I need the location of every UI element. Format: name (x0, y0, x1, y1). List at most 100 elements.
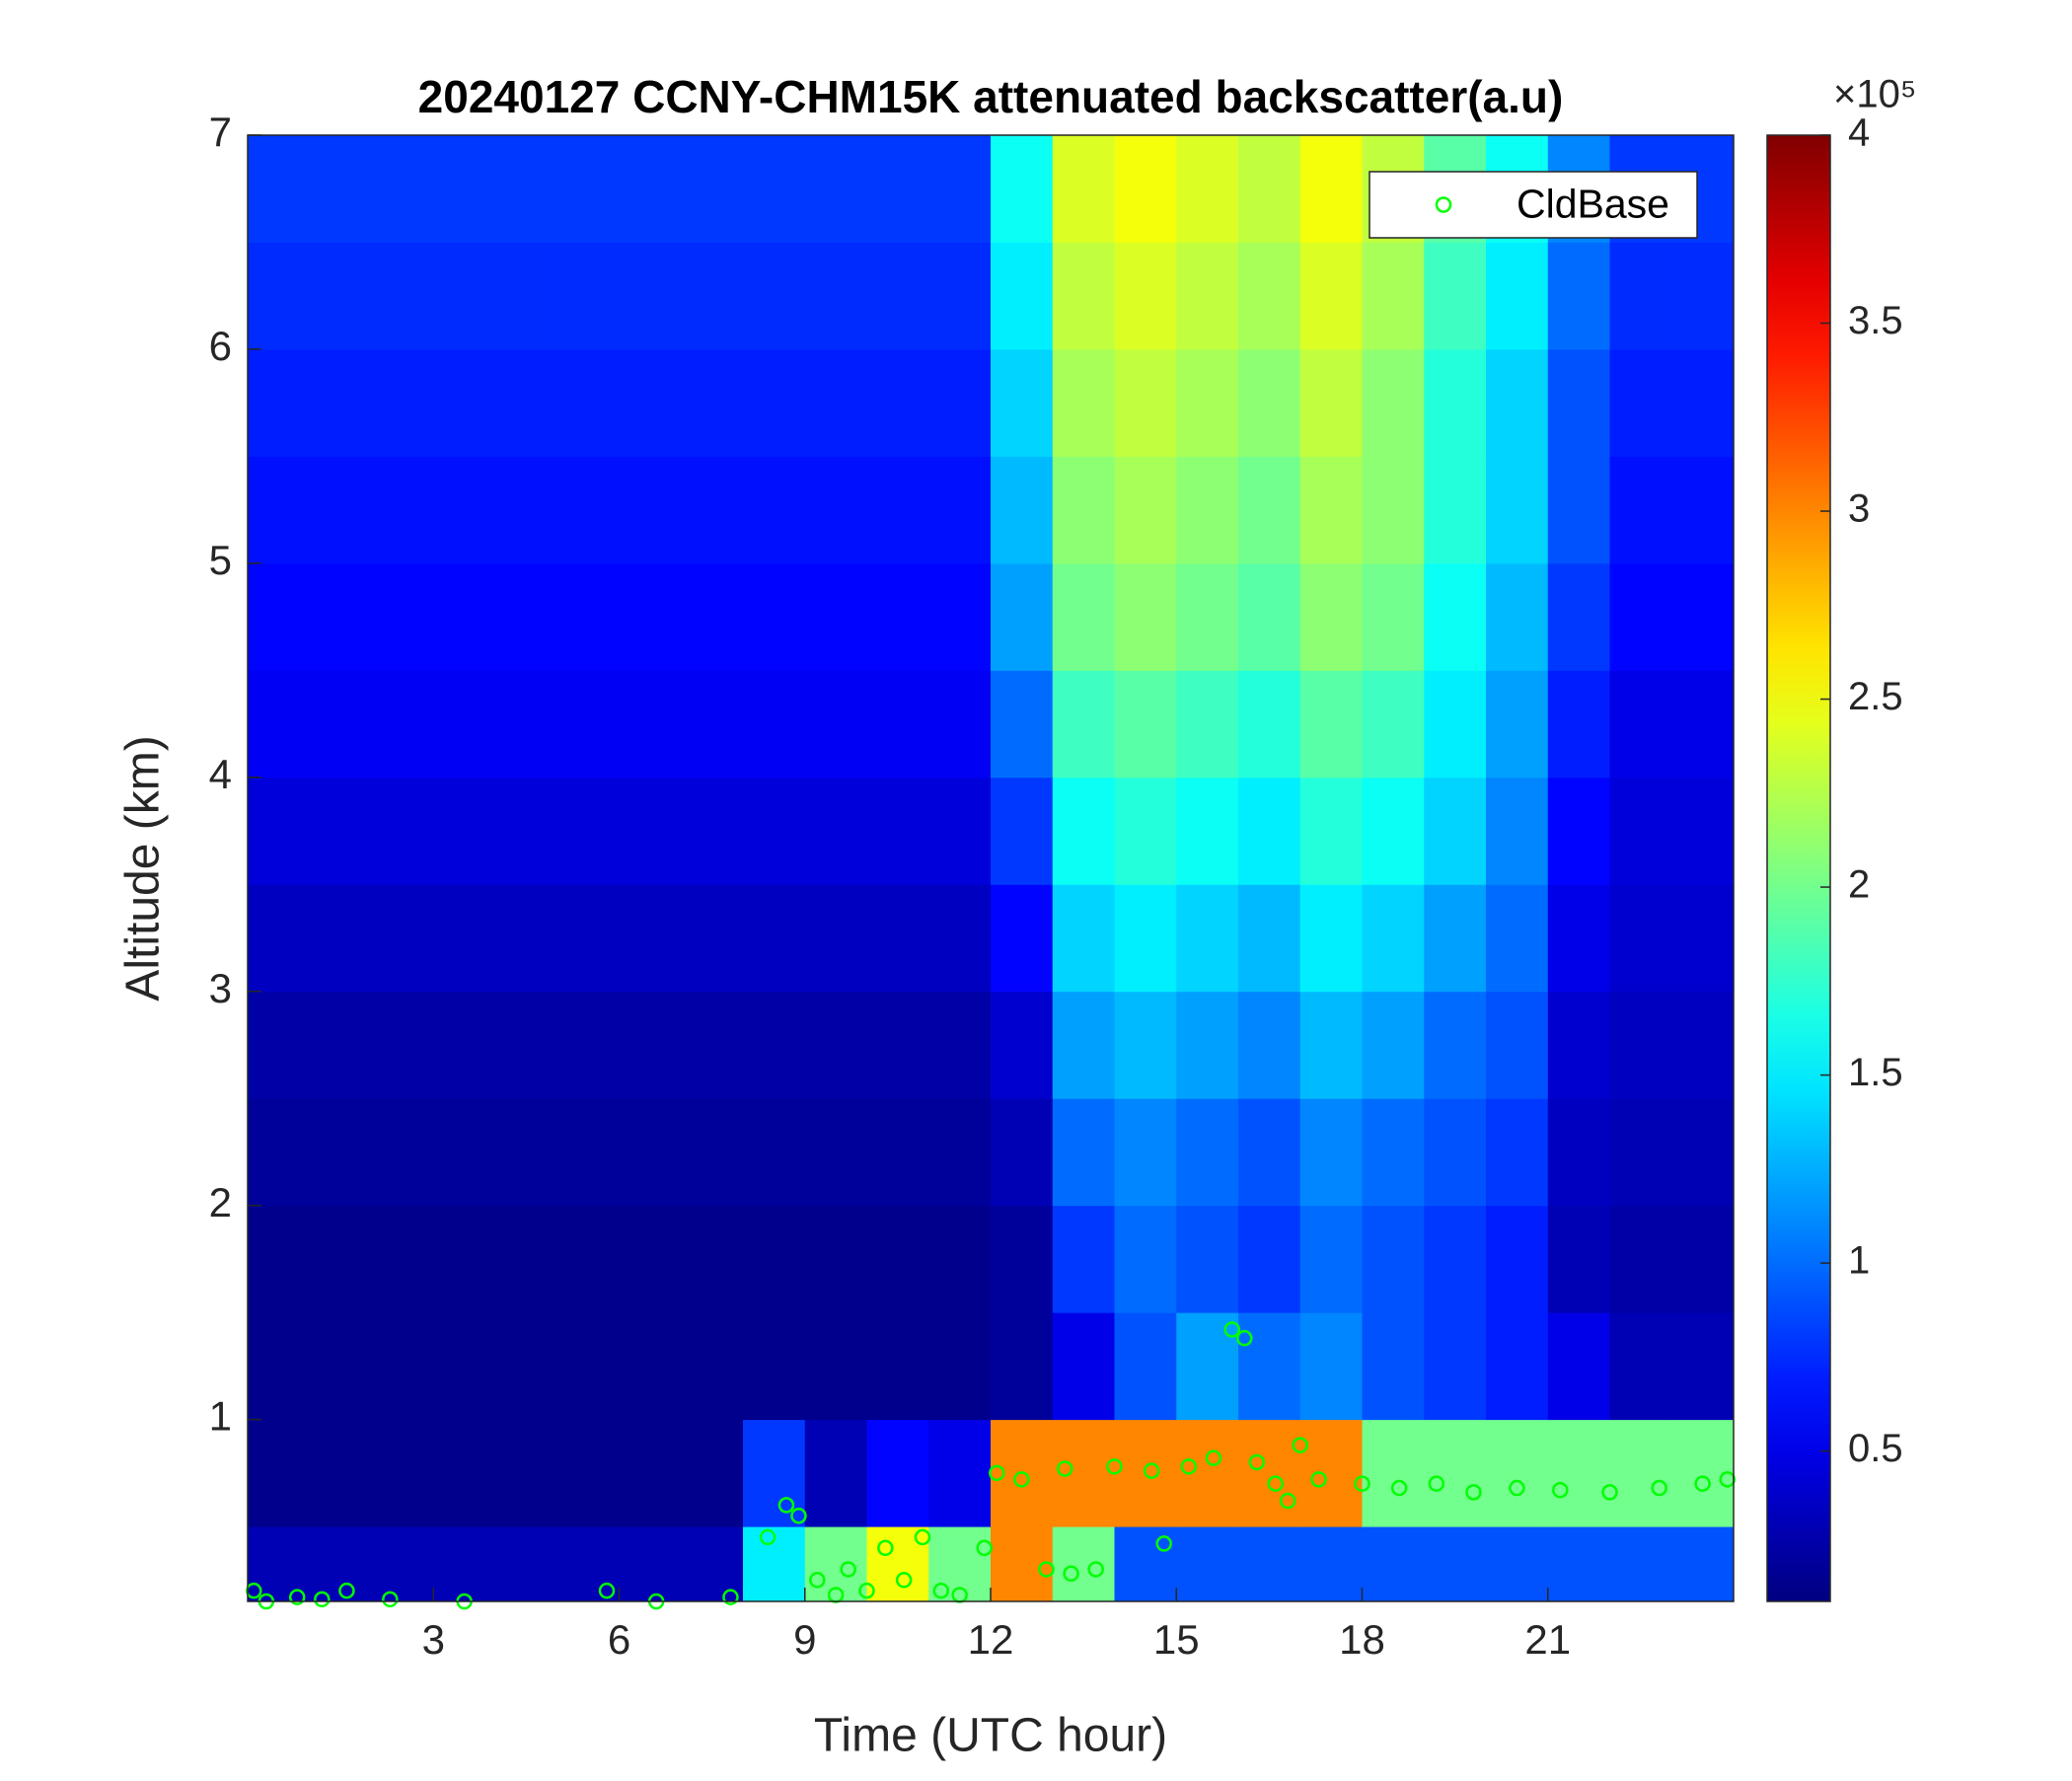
heatmap-cell (681, 670, 744, 779)
heatmap-cell (1609, 242, 1672, 350)
heatmap-cell (371, 242, 434, 350)
heatmap-cell (619, 456, 682, 564)
heatmap-cell (1052, 1205, 1115, 1313)
heatmap-cell (556, 777, 620, 885)
y-tick-label: 5 (209, 537, 232, 583)
heatmap-cell (619, 884, 682, 993)
cloud-base-point (1057, 1460, 1073, 1477)
heatmap-cell (248, 135, 311, 243)
heatmap-cell (804, 884, 867, 993)
heatmap-cell (1299, 1205, 1363, 1313)
legend-marker (1435, 196, 1452, 213)
heatmap-cell (681, 777, 744, 885)
heatmap-cell (556, 1419, 620, 1527)
heatmap-cell (1671, 1526, 1735, 1602)
heatmap-cell (1547, 348, 1610, 457)
heatmap-cell (804, 1205, 867, 1313)
heatmap-cell (804, 242, 867, 350)
heatmap-cell (1299, 884, 1363, 993)
heatmap-cell (1114, 884, 1177, 993)
heatmap-cell (1299, 135, 1363, 243)
heatmap-cell (1362, 777, 1425, 885)
heatmap-cell (1176, 884, 1239, 993)
heatmap-cell (1547, 1526, 1610, 1602)
colorbar-tick-label: 4 (1848, 111, 1870, 155)
heatmap-cell (1671, 1205, 1735, 1313)
heatmap-cell (1114, 348, 1177, 457)
heatmap-cell (1424, 1205, 1487, 1313)
cloud-base-point (759, 1528, 777, 1546)
cloud-base-point (840, 1561, 856, 1578)
heatmap-cell (866, 562, 929, 671)
heatmap-cell (866, 1312, 929, 1421)
heatmap-cell (495, 670, 558, 779)
heatmap-cell (1299, 1526, 1363, 1602)
heatmap-cell (928, 1419, 992, 1527)
heatmap-cell (309, 562, 372, 671)
heatmap-cell (928, 884, 992, 993)
heatmap-cell (928, 1312, 992, 1421)
colorbar-tick-label: 2 (1848, 863, 1870, 907)
heatmap-cell (1671, 562, 1735, 671)
heatmap-cell (556, 135, 620, 243)
heatmap-cell (991, 670, 1054, 779)
heatmap-cell (1671, 1098, 1735, 1207)
heatmap-cell (1176, 348, 1239, 457)
cloud-base-point (790, 1507, 807, 1524)
heatmap-cell (743, 1419, 806, 1527)
heatmap-cell (1238, 348, 1301, 457)
legend-box (1369, 171, 1698, 239)
heatmap-cell (928, 456, 992, 564)
heatmap-cell (866, 456, 929, 564)
heatmap-cell (1114, 242, 1177, 350)
heatmap-cell (556, 1312, 620, 1421)
heatmap-cell (495, 1526, 558, 1602)
heatmap-cell (619, 1526, 682, 1602)
y-tick-label: 2 (209, 1179, 232, 1225)
heatmap-cell (1547, 777, 1610, 885)
cloud-base-point (1354, 1475, 1370, 1492)
heatmap-cell (495, 1098, 558, 1207)
heatmap-cell (495, 135, 558, 243)
heatmap-cell (743, 1098, 806, 1207)
heatmap-cell (1486, 456, 1549, 564)
heatmap-cell (1609, 348, 1672, 457)
heatmap-cell (928, 670, 992, 779)
heatmap-cell (619, 348, 682, 457)
heatmap-cell (1547, 1098, 1610, 1207)
heatmap-cell (804, 456, 867, 564)
heatmap-cell (804, 348, 867, 457)
heatmap-cell (743, 562, 806, 671)
heatmap-cell (991, 1312, 1054, 1421)
heatmap-cell (1424, 348, 1487, 457)
x-tick-label: 15 (1153, 1616, 1200, 1663)
x-axis-label: Time (UTC hour) (814, 1710, 1167, 1762)
y-tick-label: 7 (209, 109, 232, 155)
heatmap-cell (1362, 242, 1425, 350)
heatmap-cell (1114, 456, 1177, 564)
heatmap-cell (248, 562, 311, 671)
heatmap-cell (1114, 1205, 1177, 1313)
heatmap-cell (371, 562, 434, 671)
heatmap-cell (866, 348, 929, 457)
heatmap-cell (1547, 242, 1610, 350)
heatmap-cell (1362, 1312, 1425, 1421)
heatmap-cell (1176, 777, 1239, 885)
heatmap-cell (804, 1419, 867, 1527)
colorbar-tick-label: 1.5 (1848, 1051, 1903, 1094)
heatmap-cell (1114, 1098, 1177, 1207)
heatmap-cell (556, 991, 620, 1099)
heatmap-cell (1424, 884, 1487, 993)
heatmap-cell (1671, 670, 1735, 779)
heatmap-cell (619, 562, 682, 671)
heatmap-cell (619, 1098, 682, 1207)
heatmap-cell (371, 1312, 434, 1421)
cloud-base-point (1155, 1535, 1172, 1552)
heatmap-cell (495, 1419, 558, 1527)
heatmap-cell (681, 1312, 744, 1421)
heatmap-cell (433, 1526, 496, 1602)
heatmap-cell (991, 135, 1054, 243)
heatmap-cell (1609, 1419, 1672, 1527)
heatmap-cell (681, 348, 744, 457)
heatmap-cell (804, 670, 867, 779)
